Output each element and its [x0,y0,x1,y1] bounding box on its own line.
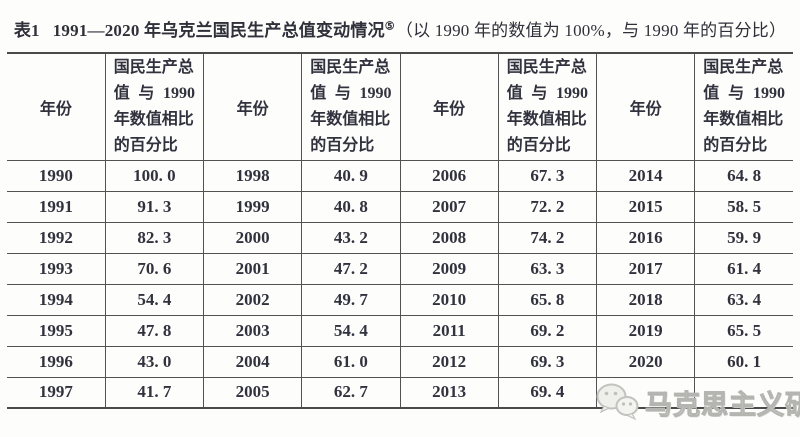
year-header-cell: 年份 [595,52,696,161]
year-cell: 1995 [7,314,106,347]
value-header-cell: 国民生产总 值 与 1990 年数值相比 的百分比 [104,52,205,161]
value-cell: 100. 0 [104,159,205,192]
year-cell: 1998 [202,159,303,192]
table-title-text: 1991—2020 年乌克兰国民生产总值变动情况 [52,21,385,40]
table-row: 1996 43. 0 2004 61. 0 2012 69. 3 2020 60… [7,345,793,378]
year-cell: 2010 [399,283,499,316]
year-cell: 2011 [399,314,499,347]
value-cell: 63. 4 [694,283,793,316]
value-cell: 43. 2 [301,221,401,254]
table-row: 1990 100. 0 1998 40. 9 2006 67. 3 2014 6… [7,159,793,192]
year-header-cell: 年份 [7,52,106,161]
year-cell: 2007 [399,190,499,223]
value-cell: 40. 9 [301,159,401,192]
value-cell [694,376,793,409]
value-cell: 69. 2 [497,314,598,347]
value-cell: 62. 7 [301,376,401,409]
year-cell: 2019 [595,314,696,347]
value-cell: 54. 4 [104,283,205,316]
value-cell: 69. 4 [497,376,598,409]
table-row: 1994 54. 4 2002 49. 7 2010 65. 8 2018 63… [7,283,793,316]
year-cell: 2020 [595,345,696,378]
value-header-cell: 国民生产总 值 与 1990 年数值相比 的百分比 [694,52,793,161]
year-cell: 2013 [399,376,499,409]
value-header-cell: 国民生产总 值 与 1990 年数值相比 的百分比 [301,52,401,161]
table-caption: 表1 1991—2020 年乌克兰国民生产总值变动情况⑤（以 1990 年的数值为… [0,16,800,41]
value-header-cell: 国民生产总 值 与 1990 年数值相比 的百分比 [497,52,598,161]
value-cell: 65. 8 [497,283,598,316]
value-cell: 60. 1 [694,345,793,378]
header-row: 年份 国民生产总 值 与 1990 年数值相比 的百分比 年份 国民生产总 值 … [7,52,793,161]
year-cell: 1992 [7,221,106,254]
year-cell: 1997 [7,376,106,409]
value-cell: 67. 3 [497,159,598,192]
table-row: 1991 91. 3 1999 40. 8 2007 72. 2 2015 58… [7,190,793,223]
value-cell: 40. 8 [301,190,401,223]
year-cell: 2001 [202,252,303,285]
watermark: 马克思主义研究 [594,379,800,425]
table-number-label: 表1 [13,21,40,40]
value-cell: 61. 4 [694,252,793,285]
value-header-text: 国民生产总 值 与 1990 年数值相比 的百分比 [310,58,392,154]
year-cell: 2006 [399,159,499,192]
year-cell: 1993 [7,252,106,285]
value-header-text: 国民生产总 值 与 1990 年数值相比 的百分比 [506,58,588,154]
wechat-icon [594,381,640,423]
table-row: 1992 82. 3 2000 43. 2 2008 74. 2 2016 59… [7,221,793,254]
year-cell: 2018 [595,283,696,316]
year-cell: 2017 [595,252,696,285]
value-cell: 54. 4 [301,314,401,347]
year-cell: 2014 [595,159,696,192]
value-cell: 49. 7 [301,283,401,316]
year-cell: 1999 [202,190,303,223]
value-cell: 63. 3 [497,252,598,285]
value-cell: 47. 2 [301,252,401,285]
year-cell: 2008 [399,221,499,254]
table-row: 1995 47. 8 2003 54. 4 2011 69. 2 2019 65… [7,314,793,347]
year-cell: 1994 [7,283,106,316]
year-cell: 2015 [595,190,696,223]
value-cell: 72. 2 [497,190,598,223]
year-cell: 2016 [595,221,696,254]
value-cell: 59. 9 [694,221,793,254]
value-cell: 82. 3 [104,221,205,254]
value-cell: 91. 3 [104,190,205,223]
year-cell: 2002 [202,283,303,316]
value-cell: 70. 6 [104,252,205,285]
value-cell: 58. 5 [694,190,793,223]
footnote-marker: ⑤ [384,20,395,33]
year-cell: 1996 [7,345,106,378]
table-row: 1993 70. 6 2001 47. 2 2009 63. 3 2017 61… [7,252,793,285]
year-header-cell: 年份 [399,52,499,161]
value-header-text: 国民生产总 值 与 1990 年数值相比 的百分比 [703,58,785,154]
value-cell: 74. 2 [497,221,598,254]
year-cell: 2003 [202,314,303,347]
value-cell: 47. 8 [104,314,205,347]
year-cell: 2004 [202,345,303,378]
table-subtitle-text: （以 1990 年的数值为 100%，与 1990 年的百分比） [395,21,787,40]
value-cell: 61. 0 [301,345,401,378]
watermark-text: 马克思主义研究 [645,389,800,420]
value-cell: 41. 7 [104,376,205,409]
value-cell: 65. 5 [694,314,793,347]
gnp-change-table: 年份 国民生产总 值 与 1990 年数值相比 的百分比 年份 国民生产总 值 … [7,52,793,409]
value-cell: 64. 8 [694,159,793,192]
year-cell: 1990 [7,159,106,192]
year-cell: 2009 [399,252,499,285]
value-header-text: 国民生产总 值 与 1990 年数值相比 的百分比 [113,58,195,154]
year-cell: 2005 [202,376,303,409]
year-cell: 1991 [7,190,106,223]
year-header-cell: 年份 [202,52,303,161]
year-cell: 2012 [399,345,499,378]
value-cell: 43. 0 [104,345,205,378]
value-cell: 69. 3 [497,345,598,378]
year-cell: 2000 [202,221,303,254]
